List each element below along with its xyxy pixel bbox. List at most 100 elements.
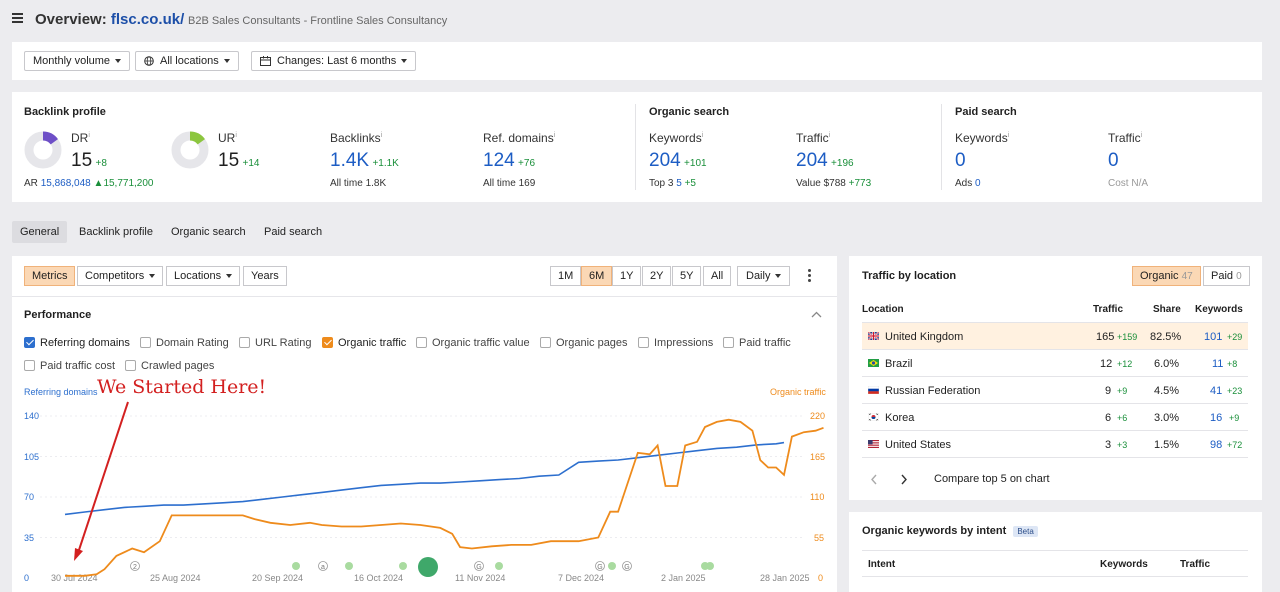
checkbox-paid-traffic[interactable]: Paid traffic	[723, 337, 791, 349]
backlinks-metric[interactable]: 1.4K +1.1K	[330, 150, 399, 171]
range-2y[interactable]: 2Y	[642, 266, 672, 286]
paid-search-title: Paid search	[955, 106, 1017, 118]
column-share: Share	[1153, 304, 1181, 315]
table-row[interactable]: United Kingdom 165 +159 82.5% 101 +29	[862, 323, 1248, 350]
divider	[862, 550, 1248, 551]
event-marker-label: G	[476, 564, 481, 571]
us-flag-icon	[868, 440, 879, 448]
checkbox-organic-traffic-value[interactable]: Organic traffic value	[416, 337, 530, 349]
chevron-down-icon	[401, 59, 408, 64]
locations-dropdown[interactable]: All locations	[135, 51, 239, 71]
range-5y[interactable]: 5Y	[672, 266, 702, 286]
interval-dropdown[interactable]: Daily	[737, 266, 791, 286]
event-marker	[495, 562, 503, 570]
performance-chart[interactable]: 2 a G G G	[0, 0, 840, 592]
paid-keywords-metric[interactable]: 0	[955, 150, 966, 171]
volume-dropdown[interactable]: Monthly volume	[24, 51, 131, 71]
table-row[interactable]: Korea 6 +6 3.0% 16 +9	[862, 404, 1248, 431]
checkbox-impressions[interactable]: Impressions	[638, 337, 713, 349]
domain-link[interactable]: flsc.co.uk/	[110, 11, 185, 28]
mode-years[interactable]: Years	[243, 266, 287, 286]
range-1m[interactable]: 1M	[550, 266, 582, 286]
paid-keywords-label: Keywordsi	[955, 131, 1010, 145]
right-tick: 0	[818, 573, 824, 583]
table-row[interactable]: Brazil 12 +12 6.0% 11 +8	[862, 350, 1248, 377]
chevron-left-icon[interactable]	[870, 474, 878, 485]
traffic-by-location-panel	[849, 256, 1262, 500]
range-6m[interactable]: 6M	[581, 266, 613, 286]
ref-domains-metric[interactable]: 124 +76	[483, 150, 536, 171]
divider	[862, 322, 1248, 323]
checkbox-organic-pages[interactable]: Organic pages	[540, 337, 628, 349]
paid-traffic-metric[interactable]: 0	[1108, 150, 1119, 171]
chevron-down-icon	[149, 274, 156, 279]
left-tick: 35	[24, 533, 35, 543]
dr-metric: 15 +8	[71, 150, 107, 171]
performance-title: Performance	[24, 309, 92, 321]
checkbox-referring-domains[interactable]: Referring domains	[24, 337, 130, 349]
menu-icon[interactable]	[12, 13, 23, 23]
event-marker-label: G	[597, 564, 602, 571]
right-tick: 110	[810, 492, 825, 502]
event-marker	[130, 561, 140, 571]
tab-paid[interactable]: Paid 0	[1203, 266, 1250, 286]
compare-top5-link[interactable]: Compare top 5 on chart	[934, 473, 1050, 485]
paid-ads: Ads 0	[955, 178, 981, 189]
mode-locations[interactable]: Locations	[166, 266, 241, 286]
mode-competitors[interactable]: Competitors	[77, 266, 164, 286]
range-all[interactable]: All	[703, 266, 732, 286]
table-row[interactable]: Russian Federation 9 +9 4.5% 41 +23	[862, 377, 1248, 404]
checkbox-domain-rating[interactable]: Domain Rating	[140, 337, 229, 349]
event-marker	[595, 561, 605, 571]
checkbox-organic-traffic[interactable]: Organic traffic	[322, 337, 406, 349]
left-tick: 0	[24, 573, 30, 583]
right-tick: 165	[810, 452, 826, 462]
chevron-down-icon	[223, 59, 230, 64]
tab-general[interactable]: General	[12, 221, 68, 243]
x-tick: 30 Jul 2024	[51, 573, 98, 583]
changes-dropdown[interactable]: Changes: Last 6 months	[251, 51, 417, 71]
divider	[12, 296, 837, 297]
table-row[interactable]: United States 3 +3 1.5% 98 +72	[862, 431, 1248, 458]
event-marker-label: 2	[133, 564, 137, 571]
tab-organic[interactable]: Organic 47	[1132, 266, 1201, 286]
more-options-icon[interactable]	[806, 268, 812, 284]
page-subtitle: B2B Sales Consultants - Frontline Sales …	[188, 15, 448, 27]
mode-metrics[interactable]: Metrics	[24, 266, 76, 286]
checkbox-paid-traffic-cost[interactable]: Paid traffic cost	[24, 360, 115, 372]
event-marker-label: G	[624, 564, 629, 571]
range-1y[interactable]: 1Y	[612, 266, 642, 286]
uk-flag-icon	[868, 332, 879, 340]
filters-bar: Monthly volume All locations Changes: La…	[12, 42, 1262, 80]
divider	[635, 104, 636, 190]
column-keywords: Keywords	[1195, 304, 1243, 315]
ar-metric: AR 15,868,048 ▲15,771,200	[24, 178, 154, 189]
organic-traffic-value: Value $788 +773	[796, 178, 872, 189]
event-marker	[318, 561, 328, 571]
right-tick: 220	[810, 411, 826, 421]
organic-keywords-metric[interactable]: 204 +101	[649, 150, 707, 171]
russia-flag-icon	[868, 386, 879, 394]
event-marker	[399, 562, 407, 570]
chevron-up-icon[interactable]	[811, 311, 822, 318]
ur-gauge-icon	[171, 131, 209, 169]
checkbox-url-rating[interactable]: URL Rating	[239, 337, 311, 349]
organic-top3: Top 3 5 +5	[649, 178, 696, 189]
ur-label: URi	[218, 131, 237, 145]
tab-backlink-profile[interactable]: Backlink profile	[79, 226, 153, 238]
dr-label: DRi	[71, 131, 90, 145]
checkbox-crawled-pages[interactable]: Crawled pages	[125, 360, 214, 372]
organic-traffic-metric[interactable]: 204 +196	[796, 150, 854, 171]
left-tick: 140	[24, 411, 40, 421]
left-tick: 105	[24, 452, 40, 462]
page-title: Overview: flsc.co.uk/	[35, 11, 185, 28]
event-marker	[474, 561, 484, 571]
annotation-text: We Started Here!	[97, 376, 267, 398]
tab-paid-search[interactable]: Paid search	[264, 226, 323, 238]
divider	[862, 576, 1248, 577]
tab-organic-search[interactable]: Organic search	[171, 226, 246, 238]
globe-icon	[144, 56, 154, 66]
chevron-right-icon[interactable]	[900, 474, 908, 485]
referring-domains-line	[64, 441, 785, 516]
backlink-profile-title: Backlink profile	[24, 106, 106, 118]
